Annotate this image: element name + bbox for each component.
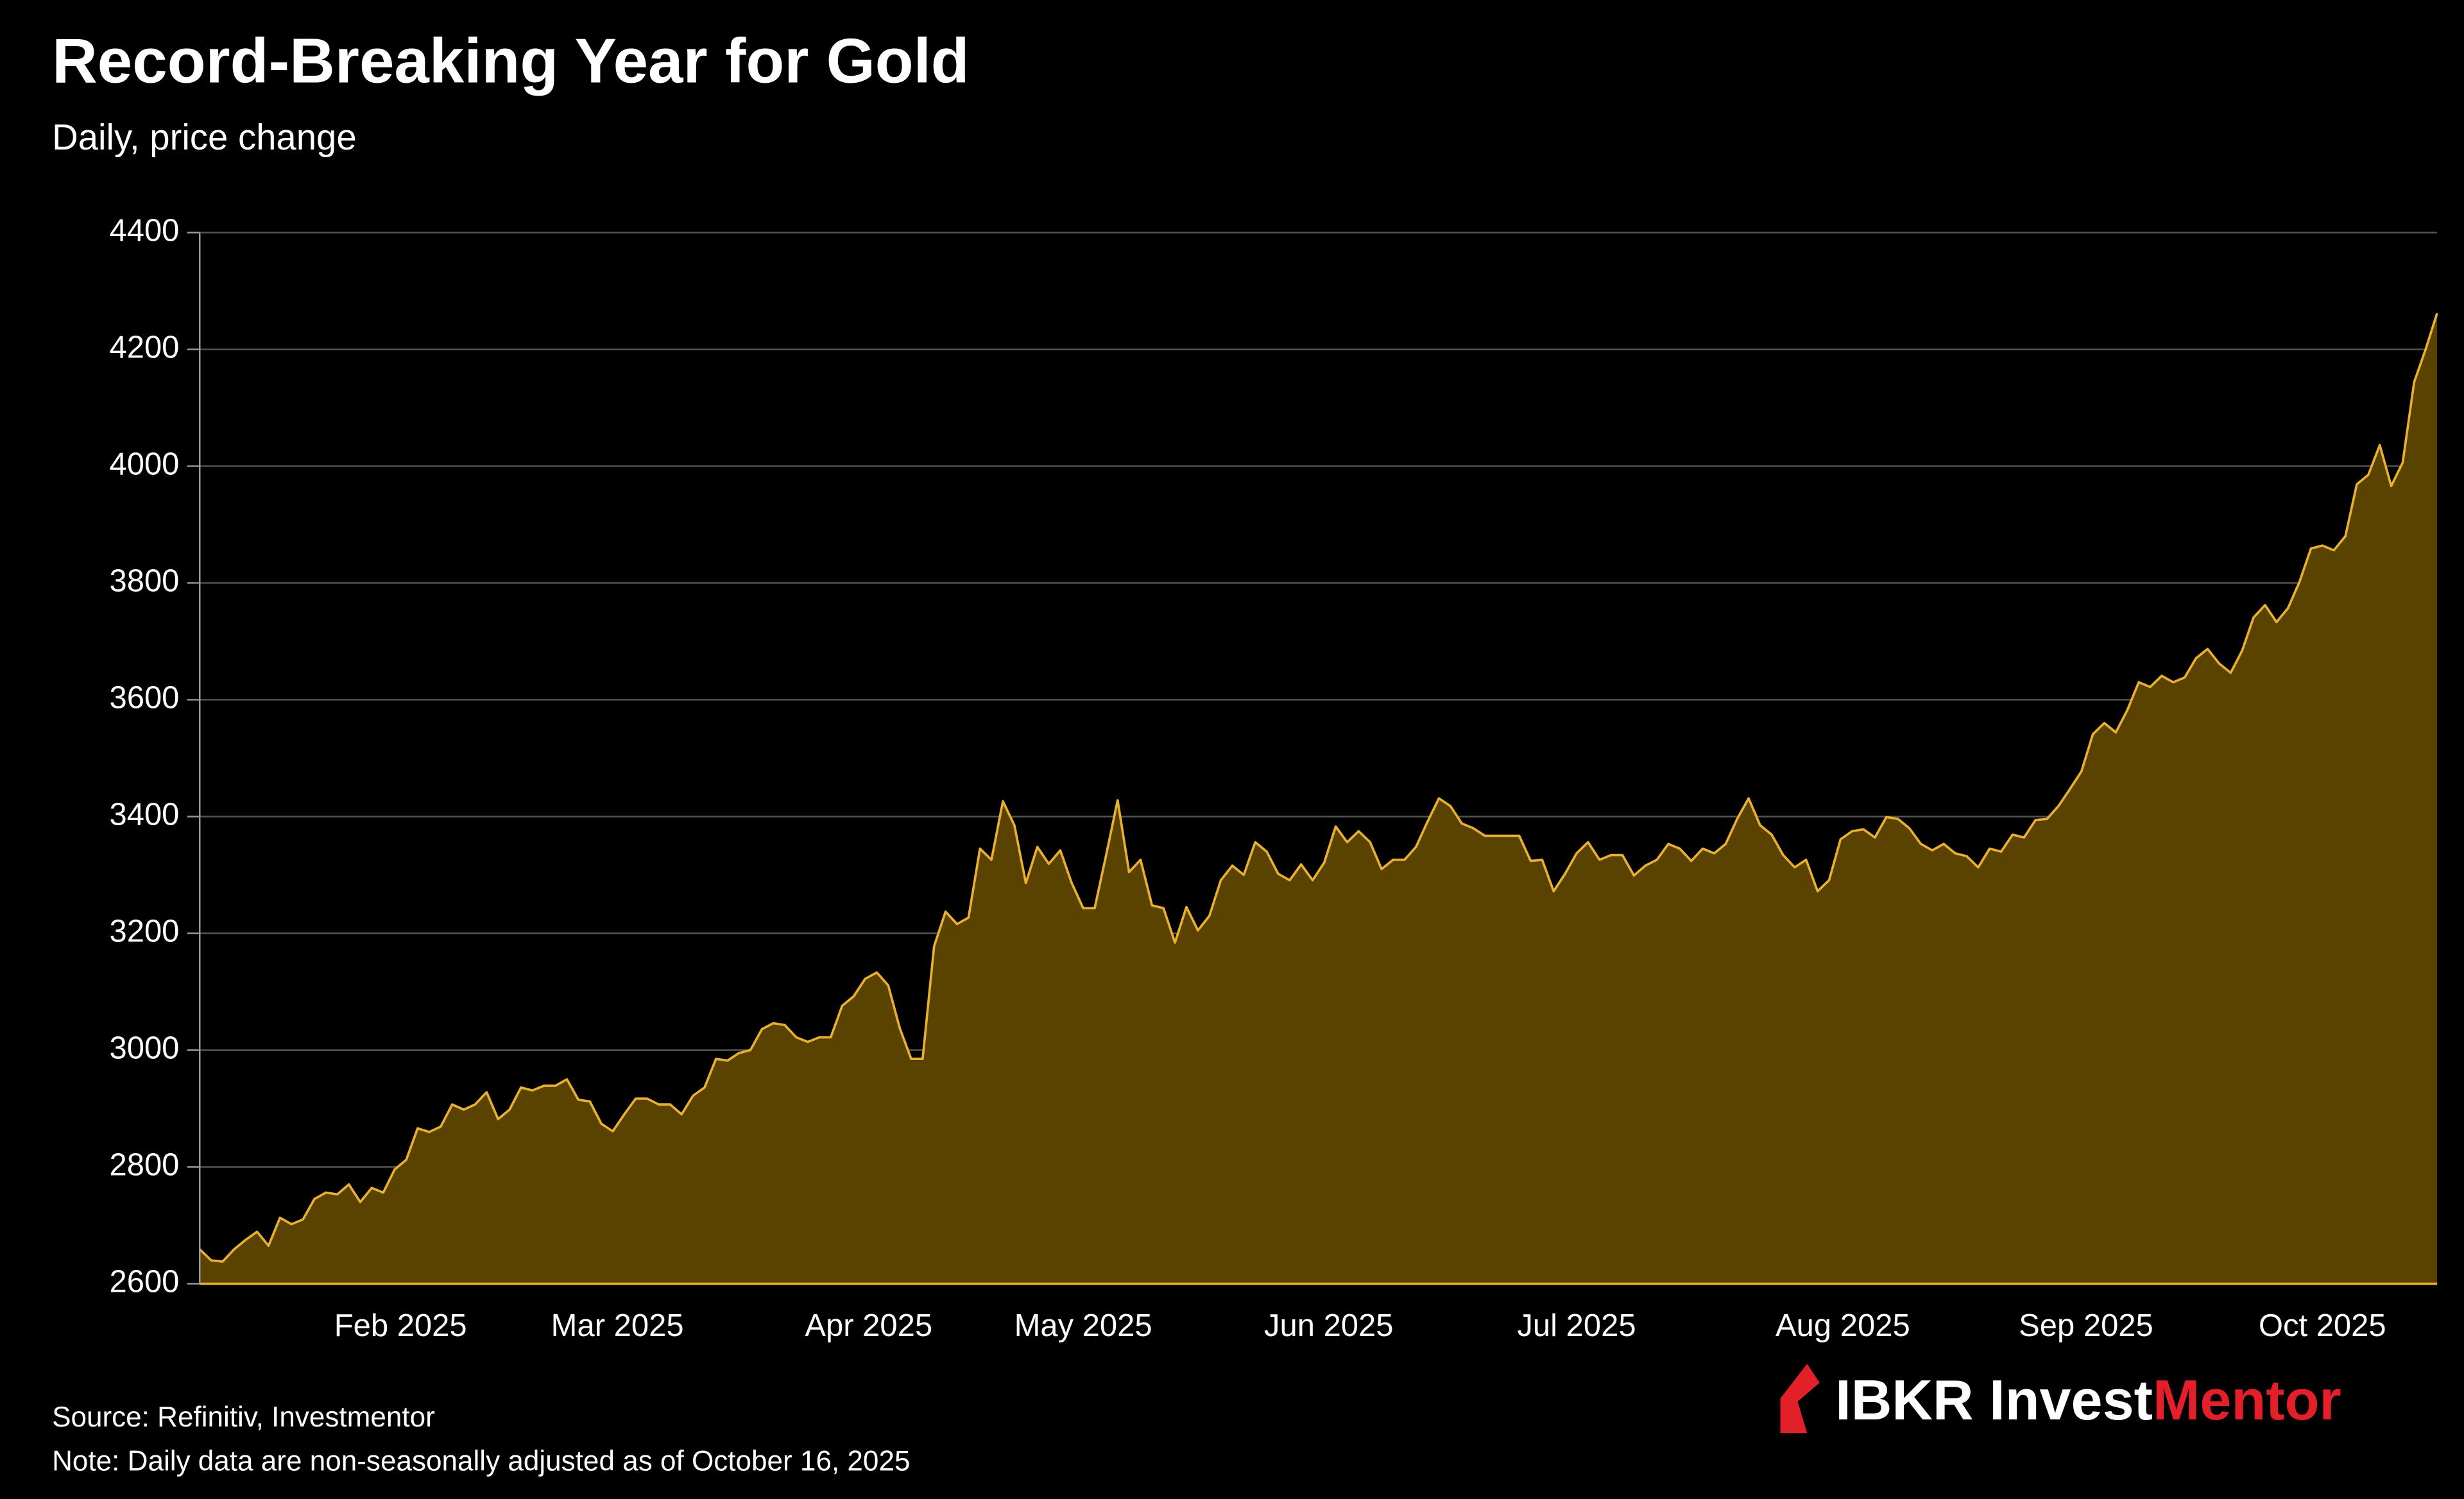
x-tick-label: Sep 2025 bbox=[2019, 1308, 2153, 1343]
logo-text: IBKR InvestMentor bbox=[1835, 1368, 2341, 1432]
y-tick-label: 3200 bbox=[109, 914, 179, 948]
y-tick-label: 4400 bbox=[109, 213, 179, 248]
plot: 2600 2800 3000 3200 3400 3600 3800 4000 4200 4400… bbox=[109, 213, 2438, 1343]
x-tick-label: Jul 2025 bbox=[1517, 1308, 1636, 1343]
x-tick-label: Feb 2025 bbox=[334, 1308, 467, 1343]
note: Note: Daily data are non-seasonally adju… bbox=[52, 1445, 910, 1477]
x-tick-label: Mar 2025 bbox=[551, 1308, 684, 1343]
area bbox=[200, 313, 2438, 1284]
line bbox=[198, 313, 2438, 1263]
x-tick-label: Oct 2025 bbox=[2259, 1308, 2386, 1343]
x-tick-label: May 2025 bbox=[1014, 1308, 1152, 1343]
y-tick-label: 4000 bbox=[109, 447, 179, 481]
x-tick-label: Aug 2025 bbox=[1775, 1308, 1910, 1343]
y-tick-label: 2800 bbox=[109, 1147, 179, 1182]
y-tick-label: 3600 bbox=[109, 680, 179, 715]
y-tick-label: 3000 bbox=[109, 1031, 179, 1065]
x-tick-label: Jun 2025 bbox=[1264, 1308, 1393, 1343]
y-tick-label: 2600 bbox=[109, 1264, 179, 1299]
chart-subtitle: Daily, price change bbox=[52, 117, 357, 157]
y-tick-label: 3400 bbox=[109, 797, 179, 832]
y-tick-label: 4200 bbox=[109, 330, 179, 364]
logo-accent: Mentor bbox=[2153, 1368, 2341, 1432]
y-tick-label: 3800 bbox=[109, 563, 179, 598]
source: Source: Refinitiv, Investmentor bbox=[52, 1401, 435, 1433]
logo: IBKR InvestMentor bbox=[1780, 1364, 2341, 1434]
logo-icon bbox=[1780, 1364, 1820, 1434]
logo-brand: IBKR Invest bbox=[1835, 1368, 2153, 1432]
chart-title: Record-Breaking Year for Gold bbox=[52, 26, 970, 96]
x-tick-label: Apr 2025 bbox=[805, 1308, 932, 1343]
